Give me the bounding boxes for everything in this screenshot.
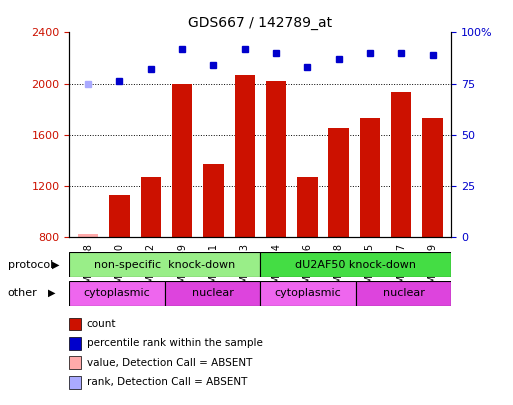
Bar xyxy=(165,281,261,306)
Text: non-specific  knock-down: non-specific knock-down xyxy=(94,260,235,270)
Text: dU2AF50 knock-down: dU2AF50 knock-down xyxy=(295,260,417,270)
Bar xyxy=(328,128,349,237)
Bar xyxy=(172,83,192,237)
Bar xyxy=(109,195,130,237)
Text: ▶: ▶ xyxy=(52,260,59,270)
Bar xyxy=(69,281,165,306)
Bar xyxy=(69,252,261,277)
Text: protocol: protocol xyxy=(8,260,53,270)
Bar xyxy=(78,234,98,237)
Bar xyxy=(297,177,318,237)
Text: percentile rank within the sample: percentile rank within the sample xyxy=(87,339,263,348)
Bar xyxy=(266,81,286,237)
Text: cytoplasmic: cytoplasmic xyxy=(84,288,150,298)
Bar xyxy=(391,92,411,237)
Text: value, Detection Call = ABSENT: value, Detection Call = ABSENT xyxy=(87,358,252,368)
Text: nuclear: nuclear xyxy=(192,288,233,298)
Bar xyxy=(141,177,161,237)
Text: nuclear: nuclear xyxy=(383,288,425,298)
Bar xyxy=(356,281,451,306)
Bar xyxy=(360,118,380,237)
Bar xyxy=(234,75,255,237)
Bar xyxy=(261,252,451,277)
Text: other: other xyxy=(8,288,37,298)
Text: rank, Detection Call = ABSENT: rank, Detection Call = ABSENT xyxy=(87,377,247,387)
Bar xyxy=(261,281,356,306)
Bar xyxy=(423,118,443,237)
Text: cytoplasmic: cytoplasmic xyxy=(275,288,342,298)
Text: count: count xyxy=(87,319,116,329)
Title: GDS667 / 142789_at: GDS667 / 142789_at xyxy=(188,16,332,30)
Bar xyxy=(203,164,224,237)
Text: ▶: ▶ xyxy=(48,288,55,298)
